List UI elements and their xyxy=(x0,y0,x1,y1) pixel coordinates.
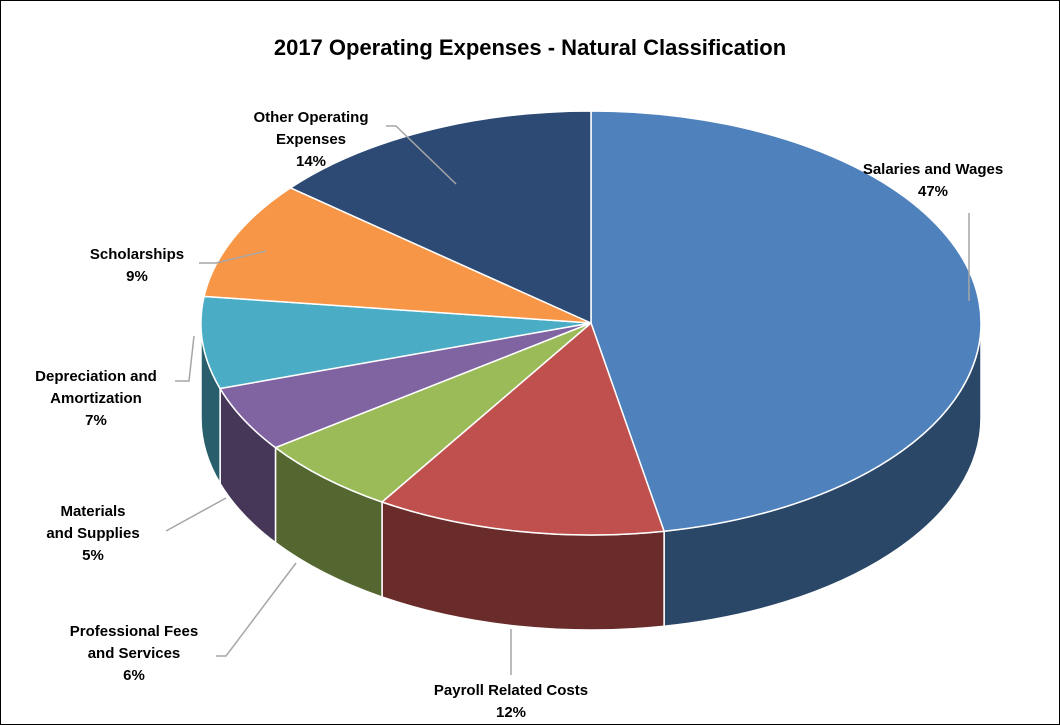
category-name: Depreciation and Amortization xyxy=(35,368,157,407)
category-name: Professional Fees and Services xyxy=(69,623,199,662)
value-label: 6% xyxy=(123,667,145,684)
slice-label: Other Operating Expenses 14% xyxy=(241,107,381,173)
slice xyxy=(380,321,666,536)
value-label: 14% xyxy=(295,153,327,170)
slice-label: Professional Fees and Services 6% xyxy=(57,621,212,687)
category-name: Materials and Supplies xyxy=(46,503,140,542)
slice xyxy=(288,110,592,325)
leader-line xyxy=(175,335,195,382)
leader-line xyxy=(199,250,267,264)
category-name: Scholarships xyxy=(89,246,185,263)
category-name: Other Operating Expenses xyxy=(253,109,369,148)
value-label: 12% xyxy=(495,704,527,721)
slice xyxy=(203,187,592,324)
slice-label: Payroll Related Costs 12% xyxy=(401,680,621,724)
value-label: 7% xyxy=(85,412,107,429)
chart-title: 2017 Operating Expenses - Natural Classi… xyxy=(273,35,787,60)
value-label: 47% xyxy=(917,183,949,200)
value-label: 9% xyxy=(126,268,148,285)
category-name: Salaries and Wages xyxy=(862,161,1004,178)
category-name: Payroll Related Costs xyxy=(433,682,589,699)
slice-label: Salaries and Wages 47% xyxy=(833,159,1033,203)
slice-label: Depreciation and Amortization 7% xyxy=(24,366,169,432)
slice xyxy=(200,295,592,390)
leader-line xyxy=(386,125,457,185)
value-label: 5% xyxy=(82,547,104,564)
leader-line xyxy=(165,497,227,532)
leader-line xyxy=(216,562,297,657)
slice xyxy=(273,322,592,503)
slice-label: Scholarships 9% xyxy=(62,244,212,288)
slice xyxy=(590,110,982,533)
slice-label: Materials and Supplies 5% xyxy=(46,501,141,567)
